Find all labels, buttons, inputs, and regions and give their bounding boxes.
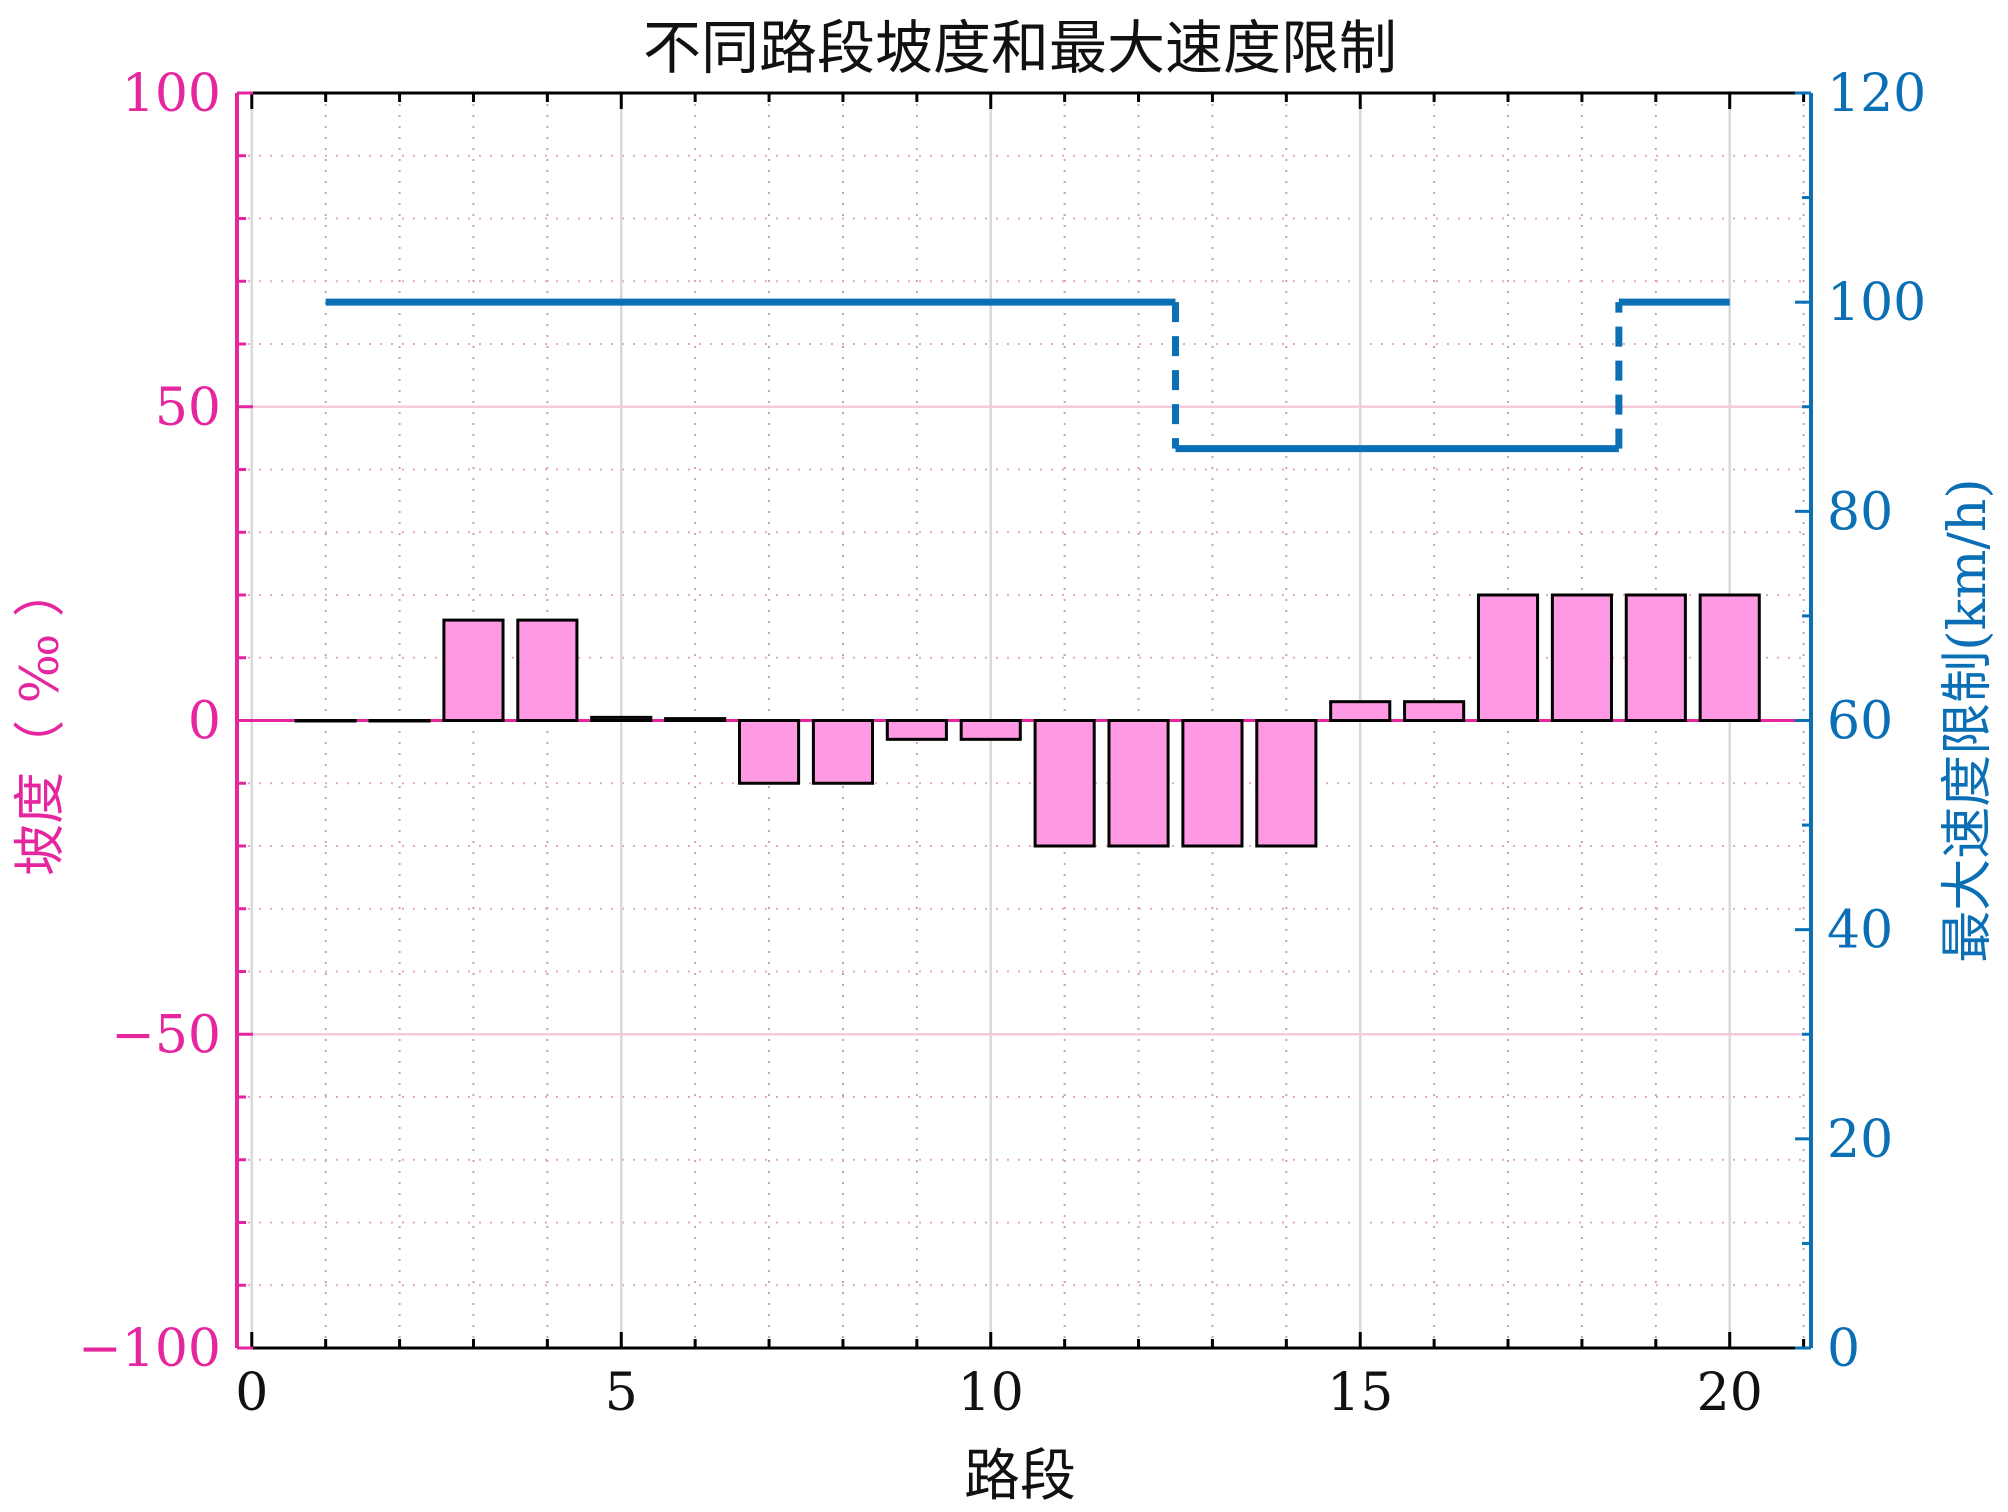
gradient-bar-segment-3: [442, 618, 505, 722]
gradient-bar-segment-1: [294, 719, 357, 723]
gradient-bar-segment-5: [590, 715, 653, 722]
y-left-tick-label: −100: [78, 1319, 221, 1379]
gradient-bar-segment-11: [1033, 719, 1096, 848]
y-axis-right-label: 最大速度限制(km/h): [1938, 478, 1998, 962]
y-axis-left-label: 坡度（ ‰ ）: [11, 565, 71, 876]
gradient-bar-segment-14: [1255, 719, 1318, 848]
gradient-bar-segment-12: [1107, 719, 1170, 848]
gradient-bars: [294, 593, 1761, 848]
gradient-bar-segment-19: [1624, 593, 1687, 722]
x-tick-label: 5: [605, 1363, 638, 1423]
gradient-bar-segment-10: [959, 719, 1022, 741]
gradient-bar-segment-6: [664, 717, 727, 722]
gradient-bar-segment-18: [1550, 593, 1613, 722]
speed-limit-line: [325, 298, 1730, 453]
gradient-bar-segment-7: [737, 719, 801, 785]
gradient-bar-segment-20: [1698, 593, 1761, 722]
y-right-tick-label: 60: [1827, 692, 1893, 752]
tick-labels: 0 5 10 15 20 −100 −50 0 50 100 0 20 40 60 80 100 120: [78, 64, 1926, 1423]
x-tick-label: 15: [1327, 1363, 1393, 1423]
chart-title: 不同路段坡度和最大速度限制: [643, 14, 1397, 82]
gradient-bar-segment-8: [811, 719, 875, 785]
y-right-tick-label: 80: [1827, 482, 1893, 542]
gradient-bar-segment-17: [1476, 593, 1540, 722]
gradient-bar-segment-2: [368, 719, 431, 723]
gradient-bar-segment-13: [1181, 719, 1244, 848]
gradient-bar-segment-15: [1329, 700, 1392, 722]
y-left-tick-label: −50: [111, 1005, 221, 1065]
x-tick-label: 0: [235, 1363, 268, 1423]
x-tick-label: 10: [958, 1363, 1024, 1423]
ticks: [237, 91, 1811, 1350]
y-right-tick-label: 40: [1827, 901, 1893, 961]
y-left-tick-label: 100: [122, 64, 221, 124]
x-axis-label: 路段: [964, 1444, 1076, 1509]
y-left-tick-label: 50: [155, 378, 221, 438]
y-left-tick-label: 0: [188, 692, 221, 752]
gradient-bar-segment-4: [516, 618, 579, 722]
gradient-bar-segment-16: [1403, 700, 1466, 722]
y-right-tick-label: 120: [1827, 64, 1926, 124]
y-right-tick-label: 20: [1827, 1110, 1893, 1170]
x-tick-label: 20: [1697, 1363, 1763, 1423]
y-right-tick-label: 0: [1827, 1319, 1860, 1379]
gradient-bar-segment-9: [885, 719, 948, 741]
y-right-tick-label: 100: [1827, 273, 1926, 333]
